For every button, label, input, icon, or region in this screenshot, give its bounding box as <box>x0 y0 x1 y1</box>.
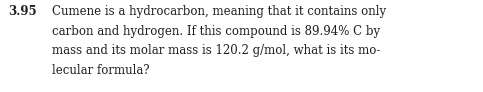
Text: mass and its molar mass is 120.2 g/mol, what is its mo-: mass and its molar mass is 120.2 g/mol, … <box>52 44 381 57</box>
Text: 3.95: 3.95 <box>8 5 37 18</box>
Text: carbon and hydrogen. If this compound is 89.94% C by: carbon and hydrogen. If this compound is… <box>52 24 380 38</box>
Text: lecular formula?: lecular formula? <box>52 63 150 77</box>
Text: Cumene is a hydrocarbon, meaning that it contains only: Cumene is a hydrocarbon, meaning that it… <box>52 5 386 18</box>
